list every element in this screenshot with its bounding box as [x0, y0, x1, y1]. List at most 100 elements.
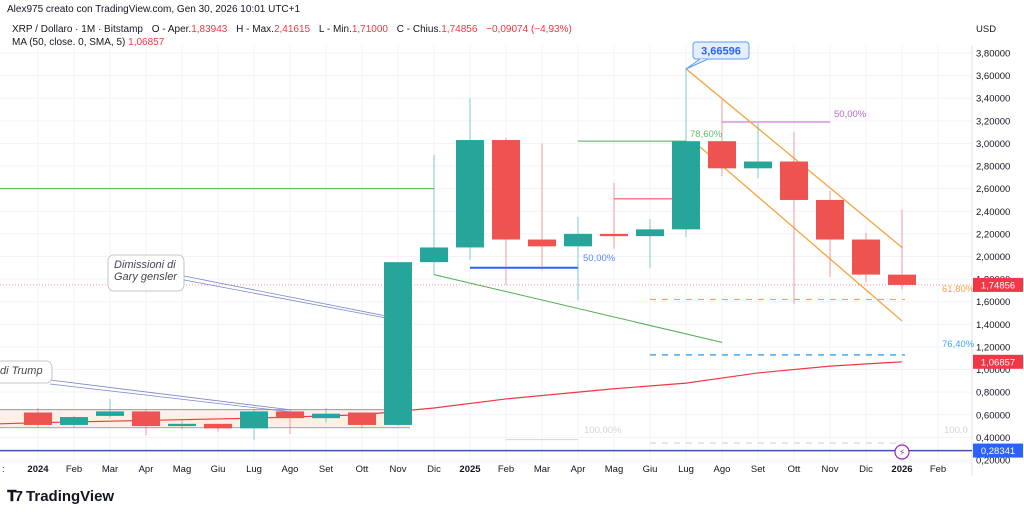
trump-note[interactable]: di Trump: [0, 360, 53, 384]
x-tick: Feb: [66, 464, 82, 475]
close-label: C - Chius.: [396, 24, 442, 35]
low-value: 1,71000: [351, 24, 388, 35]
grid: [0, 45, 972, 462]
support-price-badge: 0,28341: [973, 443, 1023, 458]
brand-name: TradingView: [26, 488, 115, 505]
x-tick: Dic: [427, 464, 441, 475]
y-tick: 3,20000: [976, 116, 1010, 127]
symbol-legend: XRP / Dollaro · 1M · Bitstamp O - Aper. 1…: [12, 24, 572, 35]
x-tick: Ott: [356, 464, 369, 475]
ma-price-badge: 1,06857: [973, 354, 1023, 369]
open-label: O - Aper.: [151, 24, 192, 35]
fib-786-label: 78,60%: [690, 129, 723, 140]
fib-50-blue-label: 50,00%: [583, 253, 616, 264]
currency-label: USD: [976, 24, 996, 35]
candle[interactable]: [528, 143, 556, 271]
candle[interactable]: [636, 219, 664, 268]
svg-text:⚡: ⚡: [899, 449, 905, 459]
candle[interactable]: [780, 132, 808, 304]
candle[interactable]: [384, 262, 412, 427]
y-tick: 2,60000: [976, 184, 1010, 195]
x-tick: Giu: [643, 464, 658, 475]
chart-attribution: Alex975 creato con TradingView.com, Gen …: [7, 4, 301, 15]
peak-price-callout[interactable]: 3,66596: [685, 41, 750, 70]
tradingview-logo-icon: 𝐓7: [7, 488, 23, 505]
candle[interactable]: [816, 190, 844, 277]
y-tick: 0,80000: [976, 388, 1010, 399]
candle[interactable]: [744, 123, 772, 179]
y-tick: 1,20000: [976, 342, 1010, 353]
svg-text:di Trump: di Trump: [0, 365, 43, 377]
ma-label: MA (50, close, 0, SMA, 5): [12, 37, 126, 48]
svg-text:3,66596: 3,66596: [701, 46, 741, 58]
ma-legend[interactable]: MA (50, close, 0, SMA, 5) 1,06857: [12, 37, 164, 48]
candle[interactable]: [564, 216, 592, 301]
x-tick: 2024: [27, 464, 49, 475]
candle[interactable]: [132, 410, 160, 436]
x-tick: Mar: [102, 464, 118, 475]
candle[interactable]: [852, 232, 880, 283]
x-tick: 2025: [459, 464, 481, 475]
x-tick: Mag: [173, 464, 191, 475]
fib-100-label: 100,00%: [584, 425, 622, 436]
fib-618-label: 61,80%: [942, 284, 975, 295]
x-tick: Set: [319, 464, 334, 475]
x-tick: Apr: [139, 464, 154, 475]
candle[interactable]: [312, 407, 340, 423]
y-tick: 0,60000: [976, 410, 1010, 421]
x-tick: Ago: [282, 464, 299, 475]
x-tick: Ago: [714, 464, 731, 475]
candle[interactable]: [204, 423, 232, 432]
symbol-name[interactable]: XRP / Dollaro · 1M · Bitstamp: [12, 24, 143, 35]
x-tick: Giu: [211, 464, 226, 475]
x-tick: Feb: [930, 464, 946, 475]
y-tick: 3,60000: [976, 71, 1010, 82]
candle[interactable]: [60, 415, 88, 428]
y-tick: 1,60000: [976, 297, 1010, 308]
candle[interactable]: [24, 407, 52, 428]
svg-text:Dimissioni di: Dimissioni di: [114, 259, 176, 271]
candle[interactable]: [888, 209, 916, 290]
x-tick: Feb: [498, 464, 514, 475]
x-tick: Mag: [605, 464, 623, 475]
last-price-badge: 1,74856: [973, 277, 1023, 292]
x-tick: Lug: [678, 464, 694, 475]
tradingview-logo[interactable]: 𝐓7 TradingView: [7, 488, 114, 505]
y-tick: 1,00000: [976, 365, 1010, 376]
x-tick: 2026: [891, 464, 912, 475]
candle[interactable]: [708, 99, 736, 177]
y-tick: 2,20000: [976, 229, 1010, 240]
candle[interactable]: [240, 409, 268, 440]
candle[interactable]: [348, 412, 376, 429]
candle[interactable]: [456, 98, 484, 260]
candle[interactable]: [672, 68, 700, 238]
candle[interactable]: [96, 398, 124, 419]
fib-50-purple-label: 50,00%: [834, 109, 867, 120]
candle[interactable]: [492, 137, 520, 285]
x-tick: Nov: [822, 464, 839, 475]
svg-text:0,28341: 0,28341: [981, 446, 1015, 457]
close-value: 1,74856: [441, 24, 478, 35]
y-tick: 2,00000: [976, 252, 1010, 263]
x-tick: Set: [751, 464, 766, 475]
candle[interactable]: [600, 183, 628, 249]
candle[interactable]: [276, 410, 304, 434]
low-label: L - Min.: [318, 24, 352, 35]
lightning-event-icon[interactable]: ⚡: [894, 444, 910, 460]
x-tick: Nov: [390, 464, 407, 475]
channel-lower: [699, 146, 903, 322]
y-tick: 0,20000: [976, 456, 1010, 467]
y-axis: USD 3,80000 3,60000 3,40000 3,20000 3,00000 2,…: [976, 24, 1010, 467]
y-tick: 0,40000: [976, 433, 1010, 444]
svg-text::: :: [2, 464, 5, 475]
y-tick: 3,00000: [976, 139, 1010, 150]
high-value: 2,41615: [273, 24, 311, 35]
x-tick: Dic: [859, 464, 873, 475]
fib-764-label: 76,40%: [942, 339, 975, 350]
candle[interactable]: [420, 154, 448, 275]
fib-100-label-2: 100,0: [944, 425, 968, 436]
x-tick: Ott: [788, 464, 801, 475]
candle[interactable]: [168, 420, 196, 430]
